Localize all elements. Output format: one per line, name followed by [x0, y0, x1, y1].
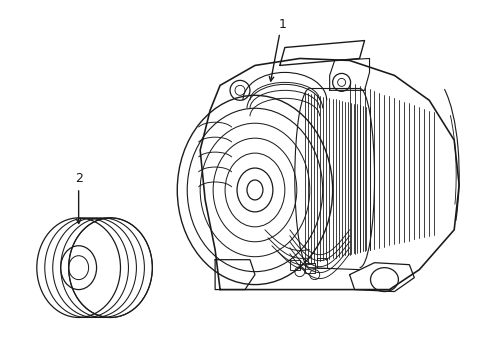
Text: 1: 1 — [278, 18, 286, 31]
Text: 2: 2 — [75, 171, 82, 185]
